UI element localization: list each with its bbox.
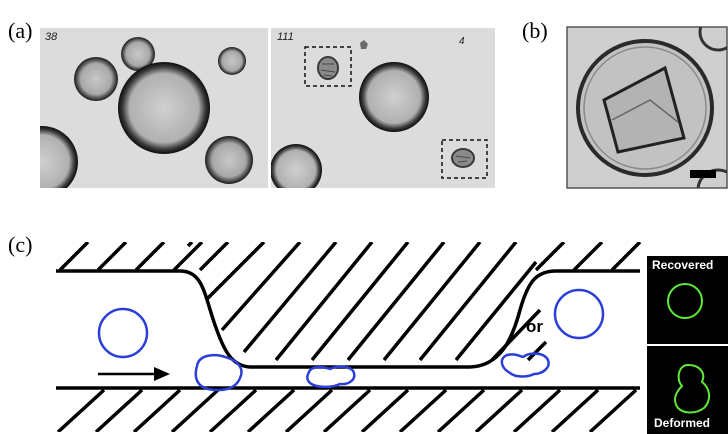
flow-arrow-head	[154, 367, 170, 381]
droplet	[118, 62, 210, 154]
channel-schematic	[56, 242, 642, 432]
frame-number-left: 38	[45, 31, 58, 43]
droplet	[271, 144, 322, 188]
inset-deformed	[647, 346, 728, 434]
frame-small-mark: 4	[459, 36, 465, 47]
droplet	[205, 136, 253, 184]
recovered-label: Recovered	[652, 258, 714, 272]
inset-recovered	[647, 256, 728, 344]
deformed-capsule	[451, 148, 475, 168]
capsule-deformed	[500, 352, 550, 378]
droplet	[218, 47, 246, 75]
or-label: or	[526, 317, 543, 336]
scale-bar	[690, 170, 716, 178]
capsule-recovered	[553, 288, 605, 340]
micrograph-a-frame-111	[271, 28, 495, 188]
capsule-initial	[97, 307, 149, 359]
channel-top-wall	[56, 269, 640, 369]
debris	[360, 40, 368, 49]
hatching-constriction	[186, 242, 548, 362]
micrograph-a-frame-38	[40, 28, 268, 188]
panel-c-label: (c)	[8, 232, 33, 257]
droplet	[121, 37, 155, 71]
fluorescent-capsule-deformed	[674, 363, 710, 414]
hatching-top	[58, 242, 642, 272]
droplet	[359, 62, 429, 132]
micrograph-b	[566, 26, 728, 189]
deformed-capsule	[317, 56, 339, 80]
frame-number-right: 111	[277, 31, 294, 43]
crumpled-membrane	[602, 65, 686, 154]
deformed-label: Deformed	[654, 416, 711, 430]
panel-b-label: (b)	[522, 18, 548, 43]
droplet	[40, 126, 78, 188]
capsule-squeezed	[306, 365, 356, 389]
fluorescent-capsule-recovered	[667, 283, 703, 319]
panel-a-label: (a)	[8, 18, 33, 43]
droplet	[74, 57, 118, 101]
highlight-box	[304, 46, 352, 87]
capsule-entering	[194, 353, 243, 392]
hatching-bottom	[56, 388, 638, 432]
highlight-box	[441, 139, 488, 179]
